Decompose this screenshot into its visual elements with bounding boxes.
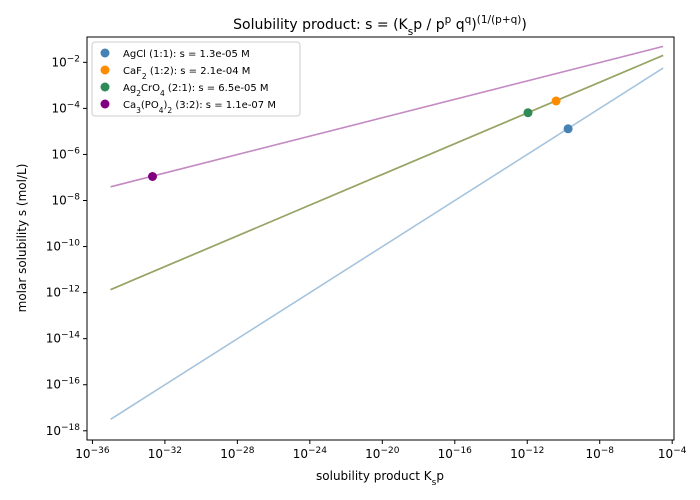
- y-tick-label: 10−8: [51, 193, 80, 208]
- x-tick-label: 10−20: [365, 446, 400, 461]
- legend-marker-3: [100, 99, 110, 109]
- data-point-2: [523, 108, 533, 118]
- data-point-3: [148, 172, 157, 181]
- legend-box: [91, 41, 301, 117]
- legend-label-0: AgCl (1:1): s = 1.3e-05 M: [123, 49, 250, 60]
- x-tick-label: 10−4: [658, 446, 687, 461]
- legend-label-3: Ca3(PO4)2 (3:2): s = 1.1e-07 M: [123, 100, 276, 115]
- y-tick-label: 10−2: [51, 54, 80, 69]
- legend-marker-0: [100, 48, 110, 58]
- data-point-1: [551, 96, 561, 106]
- y-tick-label: 10−4: [51, 100, 80, 115]
- legend-marker-1: [100, 65, 110, 75]
- series-line-3: [110, 45, 664, 188]
- data-point-0: [563, 124, 573, 134]
- legend-marker-2: [100, 82, 110, 92]
- x-tick-label: 10−24: [293, 446, 328, 461]
- y-tick-label: 10−18: [46, 423, 81, 438]
- plot-area-frame: [86, 36, 675, 441]
- legend: AgCl (1:1): s = 1.3e-05 M CaF2 (1:2): s =…: [91, 41, 301, 117]
- x-tick-label: 10−28: [220, 446, 255, 461]
- y-axis-label: molar solubility s (mol/L): [15, 164, 29, 313]
- y-axis-ticks: 10−18 10−16 10−14 10−12 10−10 10−8 10−6 10−4 10−…: [46, 54, 87, 438]
- x-tick-label: 10−8: [585, 446, 614, 461]
- y-tick-label: 10−6: [51, 146, 80, 161]
- legend-label-2: Ag2CrO4 (2:1): s = 6.5e-05 M: [123, 83, 269, 98]
- x-axis-ticks: 10−36 10−32 10−28 10−24 10−20 10−16 10−12 10−8 1…: [75, 440, 687, 461]
- chart-title: Solubility product: s = (Ksp / pp qq)(1/…: [233, 14, 527, 38]
- x-tick-label: 10−12: [510, 446, 544, 461]
- y-tick-label: 10−10: [46, 239, 81, 254]
- legend-items: AgCl (1:1): s = 1.3e-05 M CaF2 (1:2): s =…: [100, 48, 276, 115]
- series-line-2: [110, 54, 664, 291]
- x-axis-label: solubility product Ksp: [316, 469, 444, 488]
- x-tick-label: 10−16: [438, 446, 473, 461]
- x-tick-label: 10−36: [75, 446, 110, 461]
- y-tick-label: 10−12: [46, 285, 80, 300]
- x-tick-label: 10−32: [148, 446, 182, 461]
- legend-label-1: CaF2 (1:2): s = 2.1e-04 M: [123, 66, 250, 81]
- series-points: [148, 96, 573, 181]
- y-tick-label: 10−14: [46, 331, 81, 346]
- y-tick-label: 10−16: [46, 377, 81, 392]
